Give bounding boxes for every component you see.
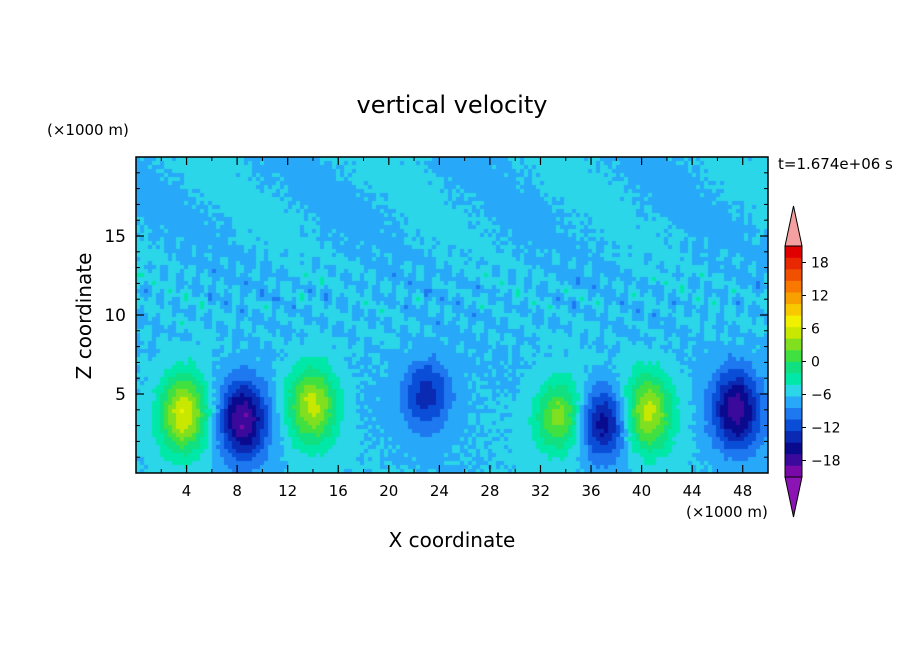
colorbar-segment <box>785 246 802 258</box>
colorbar-tick-label: −18 <box>811 454 841 470</box>
colorbar-segment <box>785 280 802 293</box>
x-tick-label: 48 <box>733 482 752 500</box>
y-axis-label: Z coordinate <box>72 253 96 380</box>
colorbar-segment <box>785 442 802 455</box>
x-tick-label: 44 <box>683 482 702 500</box>
y-tick-label: 10 <box>104 306 126 326</box>
colorbar-tick-label: 18 <box>811 256 829 272</box>
y-tick-label: 15 <box>104 227 126 247</box>
colorbar-over-arrow <box>784 205 803 247</box>
colorbar-under-arrow <box>784 476 803 518</box>
colorbar-segment <box>785 396 802 408</box>
colorbar-segment <box>785 430 802 443</box>
x-tick-label: 4 <box>182 482 192 500</box>
colorbar-tick-label: 0 <box>811 355 820 371</box>
colorbar-segment <box>785 303 802 316</box>
colorbar-segment <box>785 373 802 385</box>
x-tick-label: 24 <box>430 482 449 500</box>
x-tick-label: 40 <box>632 482 651 500</box>
x-axis-ticks: 4 8 12 16 20 24 28 32 36 40 44 48 <box>160 157 752 500</box>
colorbar-segment <box>785 419 802 432</box>
y-axis-ticks: 5 10 15 <box>104 172 768 458</box>
colorbar-segment <box>785 269 802 281</box>
x-tick-label: 28 <box>480 482 499 500</box>
colorbar-segment <box>785 407 802 420</box>
colorbar: 18 12 6 0 −6 −12 −18 <box>784 205 841 518</box>
colorbar-segment <box>785 384 802 397</box>
colorbar-tick-label: −6 <box>811 388 832 404</box>
colorbar-tick-label: −12 <box>811 421 841 437</box>
chart-title: vertical velocity <box>357 91 548 119</box>
colorbar-segment <box>785 465 802 478</box>
x-tick-label: 16 <box>329 482 348 500</box>
x-tick-label: 32 <box>531 482 550 500</box>
time-label: t=1.674e+06 s <box>778 155 893 173</box>
colorbar-segment <box>785 326 802 339</box>
heatmap-canvas <box>136 157 768 473</box>
x-axis-label: X coordinate <box>389 528 516 552</box>
colorbar-segment <box>785 453 802 466</box>
x-unit-label: (×1000 m) <box>686 503 768 521</box>
colorbar-segment <box>785 349 802 362</box>
colorbar-segment <box>785 315 802 328</box>
x-tick-label: 8 <box>232 482 242 500</box>
colorbar-segment <box>785 338 802 351</box>
y-unit-label: (×1000 m) <box>47 121 129 139</box>
x-tick-label: 20 <box>379 482 398 500</box>
y-tick-label: 5 <box>115 385 126 405</box>
x-tick-label: 36 <box>581 482 600 500</box>
colorbar-segment <box>785 361 802 374</box>
colorbar-tick-label: 6 <box>811 322 820 338</box>
colorbar-segment <box>785 292 802 305</box>
x-tick-label: 12 <box>278 482 297 500</box>
colorbar-segment <box>785 257 802 270</box>
heatmap-canvas-wrapper <box>136 157 768 473</box>
colorbar-tick-label: 12 <box>811 289 829 305</box>
